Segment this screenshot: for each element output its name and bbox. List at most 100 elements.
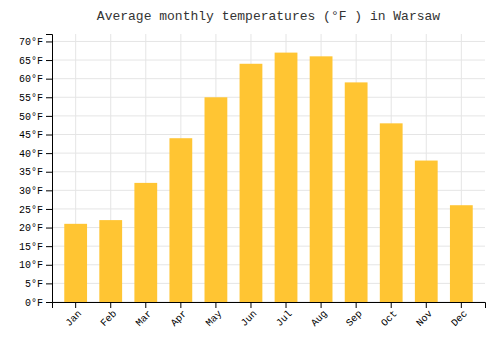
tick-label: 70°F [19, 37, 43, 48]
bar [415, 161, 438, 302]
bar [205, 97, 228, 302]
tick: 65°F [19, 56, 52, 67]
tick-label: Feb [99, 308, 120, 329]
bar [99, 220, 122, 302]
grid-line [52, 60, 485, 61]
tick-mark [356, 302, 357, 308]
tick: 25°F [19, 205, 52, 216]
tick-mark [461, 302, 462, 308]
tick: Oct [379, 302, 400, 329]
bar [380, 123, 403, 302]
x-axis: Jan Feb Mar Apr May Jun Jul Aug Sep Oct Nov Dec [53, 302, 486, 329]
tick-mark [46, 60, 52, 61]
tick-label: 65°F [19, 56, 43, 67]
tick-mark [46, 135, 52, 136]
tick: Apr [169, 302, 190, 329]
tick: 45°F [19, 130, 52, 141]
tick-label: 40°F [19, 149, 43, 160]
tick-mark [75, 302, 76, 308]
bar [345, 82, 368, 302]
tick: May [204, 302, 225, 329]
tick-label: 55°F [19, 93, 43, 104]
bar [240, 64, 263, 302]
tick: 55°F [19, 93, 52, 104]
tick-label: Nov [414, 308, 435, 329]
tick: 30°F [19, 186, 52, 197]
tick: Sep [344, 302, 365, 329]
tick-label: 5°F [25, 279, 43, 290]
tick: Dec [449, 302, 470, 329]
tick: Jul [274, 302, 295, 329]
tick-label: 25°F [19, 205, 43, 216]
tick-label: 30°F [19, 186, 43, 197]
tick-mark [46, 302, 52, 303]
tick-label: Jun [239, 308, 260, 329]
tick-mark [46, 209, 52, 210]
tick-mark [110, 302, 111, 308]
tick-mark [145, 302, 146, 308]
grid [52, 34, 485, 302]
tick: 15°F [19, 242, 52, 253]
tick-label: Jul [274, 308, 295, 329]
tick-mark [321, 302, 322, 308]
tick-mark [46, 283, 52, 284]
tick-mark [391, 302, 392, 308]
grid-line [52, 41, 485, 42]
tick-label: 20°F [19, 223, 43, 234]
chart-container: 0°F 5°F 10°F 15°F 20°F 25°F 30°F 35°F 40°F 45°F 50… [0, 0, 500, 350]
bar [64, 224, 87, 302]
tick-label: Sep [344, 308, 365, 329]
tick: Jan [64, 302, 85, 329]
tick: 35°F [19, 167, 52, 178]
bar [134, 183, 157, 302]
title: Average monthly temperatures (°F ) in Wa… [97, 9, 440, 24]
tick-mark [46, 172, 52, 173]
tick-label: 35°F [19, 167, 43, 178]
tick-label: 15°F [19, 242, 43, 253]
tick-mark [46, 246, 52, 247]
tick-label: Dec [449, 308, 470, 329]
tick-mark [215, 302, 216, 308]
grid-line [52, 115, 485, 116]
tick: 5°F [25, 279, 52, 290]
tick-label: 10°F [19, 260, 43, 271]
tick-label: Apr [169, 308, 190, 329]
tick-mark [46, 41, 52, 42]
tick-label: 50°F [19, 112, 43, 123]
tick: 60°F [19, 74, 52, 85]
tick-mark [46, 79, 52, 80]
tick: 20°F [19, 223, 52, 234]
chart: 0°F 5°F 10°F 15°F 20°F 25°F 30°F 35°F 40°F 45°F 50… [0, 0, 500, 350]
bar [275, 53, 298, 302]
tick: 50°F [19, 112, 52, 123]
tick-mark [46, 116, 52, 117]
tick-mark [46, 228, 52, 229]
axis-line [46, 35, 53, 303]
tick-label: Jan [64, 308, 85, 329]
tick-mark [46, 153, 52, 154]
tick-label: 45°F [19, 130, 43, 141]
tick-label: May [204, 308, 225, 329]
tick-mark [426, 302, 427, 308]
tick: 70°F [19, 37, 52, 48]
bar [169, 138, 192, 302]
bars [64, 53, 472, 302]
tick: Aug [309, 302, 330, 329]
axis-line [53, 303, 486, 309]
tick: 0°F [25, 298, 52, 309]
tick-mark [46, 97, 52, 98]
bar [450, 205, 473, 302]
tick: Mar [134, 302, 155, 329]
tick: Jun [239, 302, 260, 329]
tick-label: 0°F [25, 298, 43, 309]
y-axis: 0°F 5°F 10°F 15°F 20°F 25°F 30°F 35°F 40°F 45°F 50… [19, 35, 53, 309]
tick: 40°F [19, 149, 52, 160]
grid-line [52, 134, 485, 135]
tick-mark [46, 265, 52, 266]
tick: Nov [414, 302, 435, 329]
tick-mark [286, 302, 287, 308]
tick-label: Aug [309, 308, 330, 329]
grid-line [52, 97, 485, 98]
grid-line [52, 78, 485, 79]
tick-mark [180, 302, 181, 308]
